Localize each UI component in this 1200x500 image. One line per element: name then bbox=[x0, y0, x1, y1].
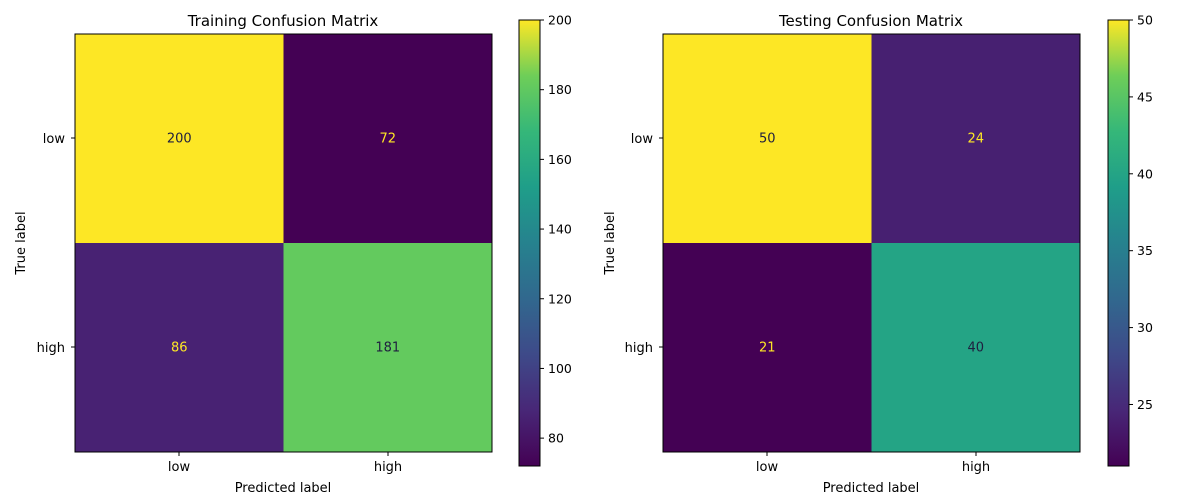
colorbar-tick-label: 100 bbox=[548, 361, 572, 376]
chart-title: Testing Confusion Matrix bbox=[778, 12, 963, 30]
colorbar-ticks: 80 100 120 140 160 180 200 bbox=[540, 13, 572, 446]
colorbar-tick-label: 50 bbox=[1137, 13, 1153, 28]
y-tick-label: low bbox=[43, 132, 66, 147]
colorbar-tick-label: 30 bbox=[1137, 320, 1153, 335]
chart-title: Training Confusion Matrix bbox=[187, 12, 379, 30]
y-tick-label: high bbox=[37, 341, 65, 356]
colorbar-tick-label: 25 bbox=[1137, 397, 1153, 412]
heatmap-cells: 200 72 86 181 bbox=[75, 34, 493, 453]
heatmap-cell bbox=[75, 34, 284, 244]
testing-panel: Testing Confusion Matrix 50 24 21 40 low hi… bbox=[603, 12, 1153, 496]
colorbar bbox=[518, 19, 541, 467]
colorbar-tick-label: 160 bbox=[548, 152, 572, 167]
cell-value-label: 21 bbox=[759, 341, 776, 356]
y-tick-label: high bbox=[625, 341, 653, 356]
cell-value-label: 24 bbox=[967, 132, 984, 147]
colorbar-tick-label: 140 bbox=[548, 222, 572, 237]
plot-frame bbox=[74, 33, 493, 453]
heatmap-cell bbox=[663, 34, 872, 244]
colorbar-tick-label: 80 bbox=[548, 431, 564, 446]
cell-value-label: 72 bbox=[379, 132, 396, 147]
heatmap-cell bbox=[871, 34, 1081, 244]
colorbar-tick-label: 40 bbox=[1137, 166, 1153, 181]
colorbar-tick-label: 180 bbox=[548, 82, 572, 97]
y-axis-label: True label bbox=[603, 211, 618, 275]
x-tick-label: low bbox=[168, 460, 191, 475]
heatmap-cell bbox=[663, 243, 872, 453]
colorbar-tick-label: 120 bbox=[548, 291, 572, 306]
y-tick-label: low bbox=[631, 132, 654, 147]
cell-value-label: 86 bbox=[171, 341, 188, 356]
training-panel: Training Confusion Matrix 200 72 86 181 low… bbox=[14, 12, 572, 496]
colorbar-tick-label: 35 bbox=[1137, 243, 1153, 258]
colorbar-ticks: 25 30 35 40 45 50 bbox=[1129, 13, 1153, 412]
colorbar-tick-label: 45 bbox=[1137, 89, 1153, 104]
heatmap-cell bbox=[75, 243, 284, 453]
heatmap-cell bbox=[871, 243, 1081, 453]
heatmap-cells: 50 24 21 40 bbox=[663, 34, 1081, 453]
heatmap-cell bbox=[283, 34, 493, 244]
x-tick-label: low bbox=[756, 460, 779, 475]
cell-value-label: 40 bbox=[967, 341, 984, 356]
colorbar bbox=[1107, 19, 1130, 467]
colorbar-tick-label: 200 bbox=[548, 13, 572, 28]
x-tick-label: high bbox=[374, 460, 402, 475]
y-axis-label: True label bbox=[14, 211, 29, 275]
x-tick-label: high bbox=[962, 460, 990, 475]
x-axis-label: Predicted label bbox=[235, 481, 332, 496]
cell-value-label: 50 bbox=[759, 132, 776, 147]
x-axis-label: Predicted label bbox=[823, 481, 920, 496]
plot-frame bbox=[662, 33, 1081, 453]
cell-value-label: 200 bbox=[167, 132, 192, 147]
heatmap-cell bbox=[283, 243, 493, 453]
cell-value-label: 181 bbox=[375, 341, 400, 356]
